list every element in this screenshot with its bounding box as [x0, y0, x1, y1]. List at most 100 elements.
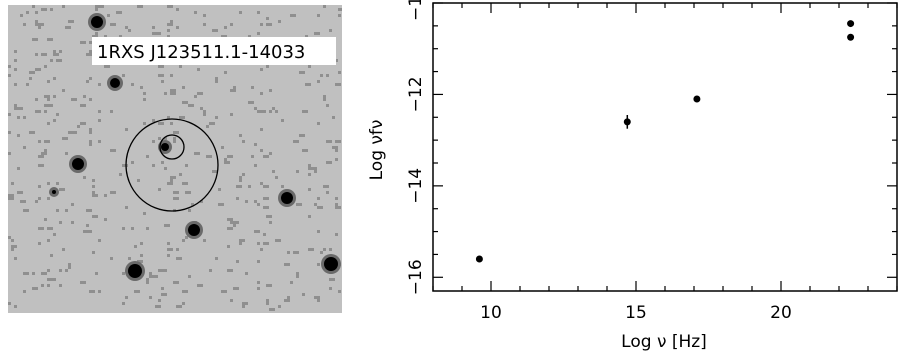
noise-pixel: [308, 167, 311, 170]
noise-pixel: [41, 53, 47, 56]
noise-pixel: [260, 68, 263, 71]
noise-pixel: [98, 119, 101, 122]
noise-pixel: [317, 263, 320, 266]
star: [324, 257, 338, 271]
noise-pixel: [194, 95, 197, 98]
noise-pixel: [23, 290, 26, 293]
noise-pixel: [266, 17, 269, 20]
noise-pixel: [227, 218, 233, 221]
noise-pixel: [317, 80, 320, 83]
noise-pixel: [158, 269, 161, 272]
noise-pixel: [296, 203, 302, 206]
noise-pixel: [170, 248, 173, 251]
noise-pixel: [68, 20, 74, 23]
noise-pixel: [167, 182, 173, 185]
noise-pixel: [11, 182, 14, 185]
noise-pixel: [185, 236, 188, 239]
noise-pixel: [173, 281, 176, 284]
noise-pixel: [278, 305, 281, 308]
noise-pixel: [47, 269, 50, 272]
noise-pixel: [284, 299, 290, 302]
noise-pixel: [53, 53, 59, 56]
noise-pixel: [38, 155, 44, 158]
noise-pixel: [215, 80, 218, 83]
noise-pixel: [179, 173, 182, 176]
noise-pixel: [203, 14, 206, 17]
noise-pixel: [158, 299, 161, 302]
noise-pixel: [137, 5, 143, 8]
noise-pixel: [215, 77, 218, 80]
noise-pixel: [11, 239, 14, 242]
noise-pixel: [50, 59, 53, 62]
noise-pixel: [26, 83, 29, 86]
noise-pixel: [137, 179, 140, 182]
x-tick-label: 15: [625, 303, 647, 323]
noise-pixel: [176, 26, 179, 29]
inner-error-circle: [159, 134, 185, 160]
noise-pixel: [152, 32, 155, 35]
noise-pixel: [134, 245, 137, 248]
y-axis-label: Log νfν: [367, 120, 387, 181]
noise-pixel: [221, 35, 227, 38]
noise-pixel: [167, 29, 170, 32]
noise-pixel: [38, 185, 41, 188]
noise-pixel: [269, 152, 272, 155]
y-tick-label: −12: [406, 76, 426, 112]
noise-pixel: [122, 272, 125, 275]
noise-pixel: [38, 26, 41, 29]
star: [281, 192, 293, 204]
noise-pixel: [278, 20, 281, 23]
noise-pixel: [329, 287, 332, 290]
noise-pixel: [98, 239, 101, 242]
noise-pixel: [221, 290, 227, 293]
noise-pixel: [215, 116, 218, 119]
noise-pixel: [203, 113, 206, 116]
noise-pixel: [158, 188, 161, 191]
noise-pixel: [302, 293, 305, 296]
noise-pixel: [146, 227, 149, 230]
noise-pixel: [266, 299, 269, 302]
source-label: 1RXS J123511.1-14033: [97, 42, 305, 63]
noise-pixel: [38, 197, 41, 200]
noise-pixel: [38, 242, 41, 245]
noise-pixel: [257, 203, 260, 206]
noise-pixel: [35, 98, 38, 101]
noise-pixel: [80, 104, 86, 107]
noise-pixel: [167, 116, 170, 119]
noise-pixel: [209, 269, 212, 272]
noise-pixel: [260, 149, 263, 152]
y-axis-ticks: −16 −14 −12 −10: [406, 0, 897, 295]
noise-pixel: [332, 116, 335, 119]
noise-pixel: [263, 185, 269, 188]
noise-pixel: [323, 5, 326, 8]
noise-pixel: [335, 83, 341, 86]
noise-pixel: [230, 299, 233, 302]
noise-pixel: [92, 251, 95, 254]
noise-pixel: [158, 65, 164, 68]
noise-pixel: [176, 8, 179, 11]
noise-pixel: [20, 200, 26, 203]
noise-pixel: [311, 167, 317, 170]
x-tick-label: 10: [480, 303, 502, 323]
noise-pixel: [92, 35, 98, 38]
noise-pixel: [14, 83, 17, 86]
noise-pixel: [104, 218, 107, 221]
noise-pixel: [164, 224, 167, 227]
noise-pixel: [224, 26, 227, 29]
noise-pixel: [254, 200, 257, 203]
noise-pixel: [314, 32, 320, 35]
noise-pixel: [50, 227, 53, 230]
noise-pixel: [110, 110, 113, 113]
noise-pixel: [38, 227, 41, 230]
noise-pixel: [263, 242, 269, 245]
noise-pixel: [269, 110, 272, 113]
noise-pixel: [95, 5, 101, 8]
noise-pixel: [254, 164, 257, 167]
star: [52, 190, 56, 194]
noise-pixel: [89, 77, 92, 80]
noise-pixel: [257, 32, 260, 35]
noise-pixel: [8, 197, 14, 200]
noise-pixel: [71, 221, 74, 224]
noise-pixel: [125, 128, 128, 131]
noise-pixel: [125, 296, 128, 299]
